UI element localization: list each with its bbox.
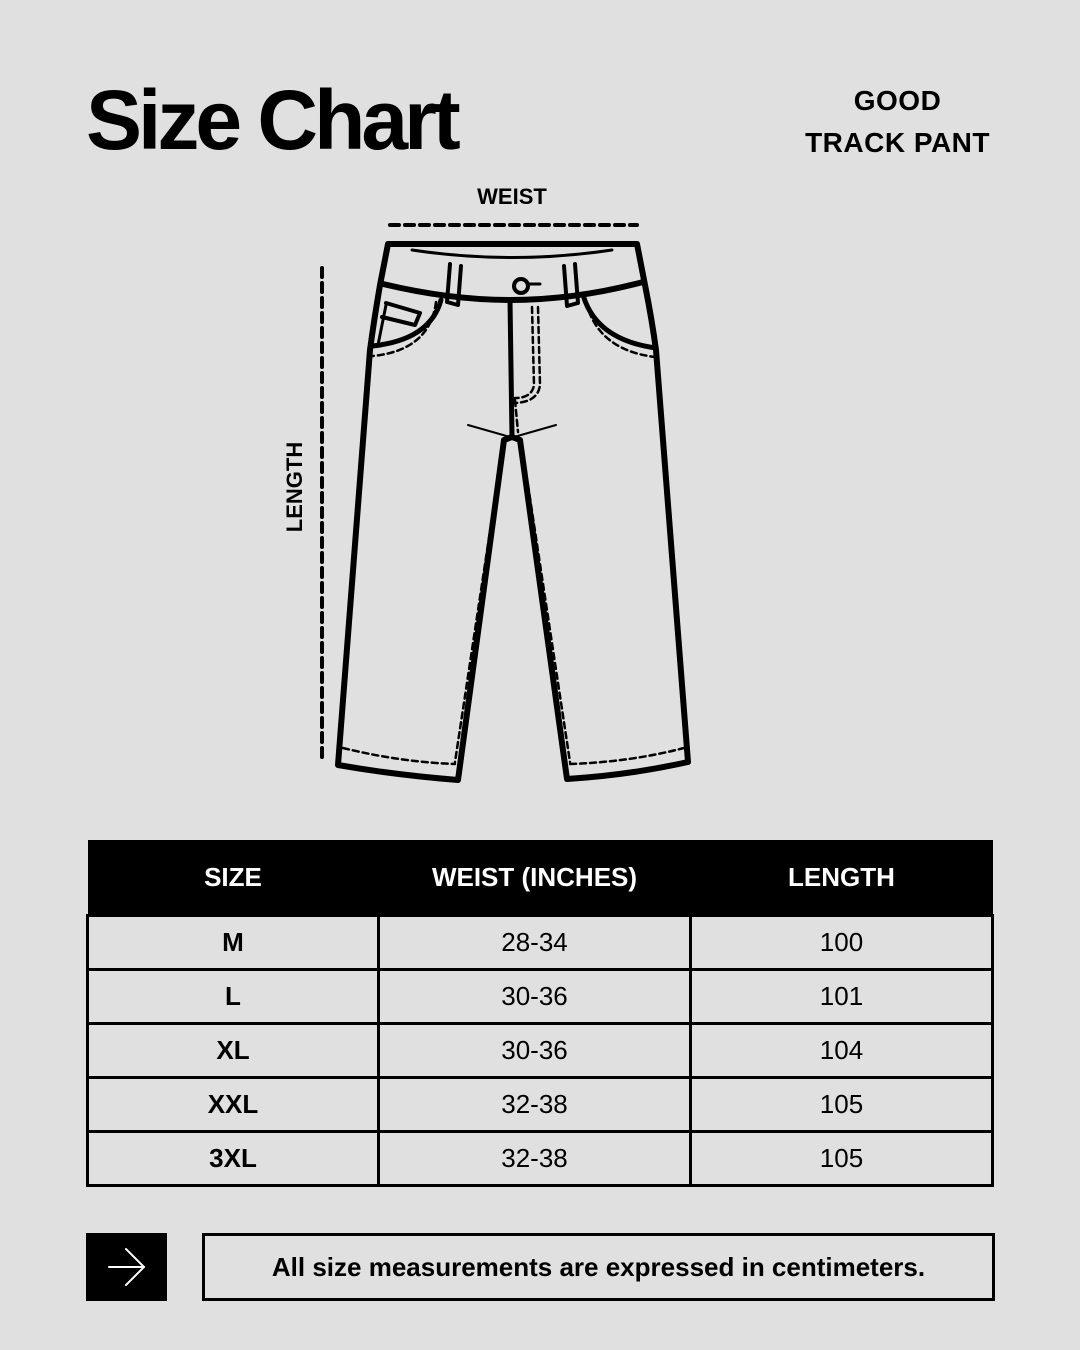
table-row: 3XL 32-38 105 — [86, 1130, 994, 1187]
column-header-size: SIZE — [87, 840, 379, 916]
waist-cell: 32-38 — [377, 1076, 692, 1133]
length-cell: 104 — [689, 1022, 994, 1079]
product-name-line2: TRACK PANT — [805, 127, 990, 158]
waist-cell: 30-36 — [377, 1022, 692, 1079]
product-name: GOOD TRACK PANT — [805, 80, 990, 164]
length-cell: 100 — [689, 914, 994, 971]
size-cell: 3XL — [86, 1130, 380, 1187]
column-header-length: LENGTH — [690, 840, 993, 916]
pants-illustration — [320, 223, 691, 783]
length-cell: 105 — [689, 1130, 994, 1187]
table-row: XL 30-36 104 — [86, 1022, 994, 1079]
arrow-box — [86, 1233, 167, 1301]
product-name-line1: GOOD — [853, 85, 942, 116]
column-header-waist: WEIST (INCHES) — [378, 840, 691, 916]
waist-cell: 28-34 — [377, 914, 692, 971]
size-cell: XXL — [86, 1076, 380, 1133]
table-row: XXL 32-38 105 — [86, 1076, 994, 1133]
table-header-row: SIZE WEIST (INCHES) LENGTH — [87, 840, 993, 916]
length-cell: 105 — [689, 1076, 994, 1133]
stitching — [341, 300, 686, 766]
arrow-right-icon — [108, 1248, 146, 1286]
crotch-creases — [467, 424, 557, 438]
waist-cell: 32-38 — [377, 1130, 692, 1187]
size-cell: XL — [86, 1022, 380, 1079]
size-cell: L — [86, 968, 380, 1025]
units-note: All size measurements are expressed in c… — [202, 1233, 995, 1301]
page-title: Size Chart — [86, 73, 461, 167]
table-row: M 28-34 100 — [86, 914, 994, 971]
size-table: SIZE WEIST (INCHES) LENGTH M 28-34 100 L 30… — [86, 840, 994, 1187]
waist-cell: 30-36 — [377, 968, 692, 1025]
pants-outline — [335, 241, 691, 783]
size-cell: M — [86, 914, 380, 971]
table-row: L 30-36 101 — [86, 968, 994, 1025]
waist-measure-label: WEIST — [477, 184, 547, 209]
length-cell: 101 — [689, 968, 994, 1025]
